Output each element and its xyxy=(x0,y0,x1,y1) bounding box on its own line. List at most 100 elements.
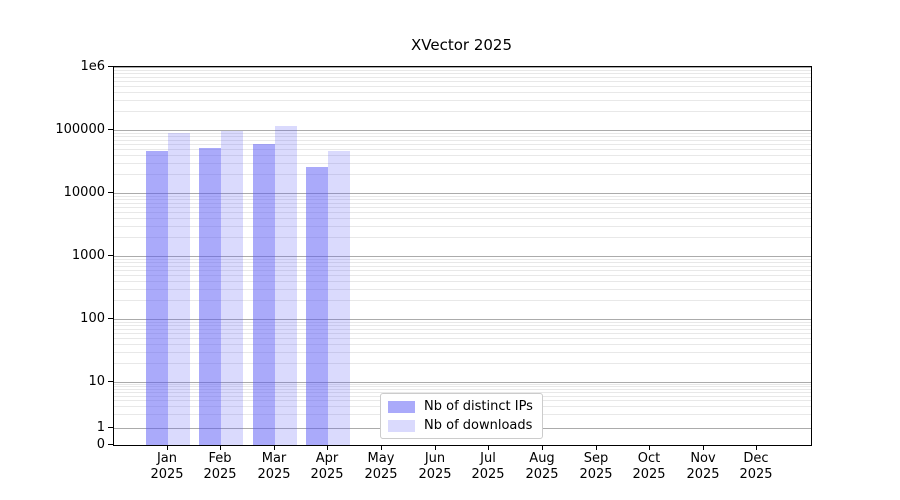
gridline-minor xyxy=(114,281,811,282)
bar-downloads-feb xyxy=(221,130,244,445)
x-tick-mark xyxy=(649,445,650,450)
gridline-major xyxy=(114,67,811,68)
x-tick-label-line: Oct xyxy=(637,451,661,466)
legend-label-distinct-ips: Nb of distinct IPs xyxy=(424,399,533,414)
y-tick-mark xyxy=(108,192,113,193)
x-tick-label-line: 2025 xyxy=(579,467,613,482)
y-tick-label: 10 xyxy=(88,374,105,389)
gridline-minor xyxy=(114,111,811,112)
gridline-minor xyxy=(114,363,811,364)
x-tick-label-line: Feb xyxy=(208,451,232,466)
gridline-minor xyxy=(114,163,811,164)
y-tick-mark xyxy=(108,427,113,428)
x-tick-label-line: Nov xyxy=(690,451,716,466)
bar-distinct-ips-apr xyxy=(306,166,329,445)
gridline-major xyxy=(114,382,811,383)
x-tick-label: Apr 2025 xyxy=(297,451,357,483)
x-tick-label-line: 2025 xyxy=(739,467,773,482)
gridline-minor xyxy=(114,386,811,387)
gridline-minor xyxy=(114,275,811,276)
bar-downloads-mar xyxy=(274,126,297,445)
legend: Nb of distinct IPs Nb of downloads xyxy=(380,393,543,439)
x-tick-label: Jan 2025 xyxy=(137,451,197,483)
gridline-minor xyxy=(114,344,811,345)
gridline-minor xyxy=(114,77,811,78)
x-tick-label-line: 2025 xyxy=(418,467,452,482)
gridline-minor xyxy=(114,322,811,323)
x-tick-mark xyxy=(596,445,597,450)
bar-downloads-jan xyxy=(167,132,190,445)
y-tick-label: 1000 xyxy=(71,248,105,263)
x-tick-label-line: 2025 xyxy=(310,467,344,482)
y-tick-label: 1 xyxy=(96,420,105,435)
gridline-minor xyxy=(114,70,811,71)
gridline-minor xyxy=(114,289,811,290)
x-tick-mark xyxy=(756,445,757,450)
x-tick-label: May 2025 xyxy=(351,451,411,483)
gridline-minor xyxy=(114,237,811,238)
y-tick-mark xyxy=(108,444,113,445)
gridline-major xyxy=(114,256,811,257)
gridline-major xyxy=(114,193,811,194)
x-tick-mark xyxy=(703,445,704,450)
gridline-minor xyxy=(114,196,811,197)
y-tick-label: 0 xyxy=(96,437,105,452)
x-tick-mark xyxy=(167,445,168,450)
gridline-minor xyxy=(114,218,811,219)
legend-label-downloads: Nb of downloads xyxy=(424,418,533,433)
chart-title: XVector 2025 xyxy=(410,36,512,54)
x-tick-label-line: May xyxy=(367,451,395,466)
x-tick-label-line: 2025 xyxy=(471,467,505,482)
x-tick-label-line: Apr xyxy=(315,451,339,466)
y-tick-mark xyxy=(108,381,113,382)
bar-distinct-ips-feb xyxy=(199,147,222,445)
gridline-minor xyxy=(114,226,811,227)
gridline-minor xyxy=(114,384,811,385)
x-tick-mark xyxy=(488,445,489,450)
gridline-minor xyxy=(114,352,811,353)
gridline-minor xyxy=(114,338,811,339)
grid-layer xyxy=(114,67,811,445)
gridline-minor xyxy=(114,81,811,82)
x-tick-label-line: 2025 xyxy=(257,467,291,482)
x-tick-label-line: Aug xyxy=(529,451,555,466)
gridline-minor xyxy=(114,149,811,150)
gridline-minor xyxy=(114,207,811,208)
y-tick-mark xyxy=(108,255,113,256)
legend-row-distinct-ips: Nb of distinct IPs xyxy=(388,399,533,414)
gridline-minor xyxy=(114,329,811,330)
x-tick-label: Jun 2025 xyxy=(405,451,465,483)
y-tick-label: 1e6 xyxy=(80,59,105,74)
gridline-minor xyxy=(114,266,811,267)
x-tick-label: Feb 2025 xyxy=(190,451,250,483)
gridline-minor xyxy=(114,212,811,213)
gridline-minor xyxy=(114,389,811,390)
x-tick-label-line: 2025 xyxy=(150,467,184,482)
gridline-minor xyxy=(114,155,811,156)
x-tick-label-line: 2025 xyxy=(203,467,237,482)
gridline-major xyxy=(114,130,811,131)
x-tick-label: Aug 2025 xyxy=(512,451,572,483)
gridline-major xyxy=(114,319,811,320)
x-tick-label-line: Jan xyxy=(156,451,178,466)
legend-swatch-distinct-ips xyxy=(388,400,415,413)
gridline-minor xyxy=(114,325,811,326)
bars-layer xyxy=(114,67,811,445)
legend-swatch-downloads xyxy=(388,419,415,432)
gridline-minor xyxy=(114,392,811,393)
x-tick-label-line: Mar xyxy=(261,451,287,466)
plot-area: Nb of distinct IPs Nb of downloads xyxy=(113,66,812,446)
gridline-minor xyxy=(114,136,811,137)
x-tick-label: Jul 2025 xyxy=(458,451,518,483)
x-tick-label-line: 2025 xyxy=(632,467,666,482)
gridline-minor xyxy=(114,73,811,74)
x-tick-mark xyxy=(435,445,436,450)
y-tick-label: 10000 xyxy=(63,185,105,200)
gridline-minor xyxy=(114,259,811,260)
bar-downloads-apr xyxy=(328,151,351,445)
gridline-minor xyxy=(114,270,811,271)
gridline-minor xyxy=(114,140,811,141)
gridline-minor xyxy=(114,199,811,200)
gridline-minor xyxy=(114,144,811,145)
